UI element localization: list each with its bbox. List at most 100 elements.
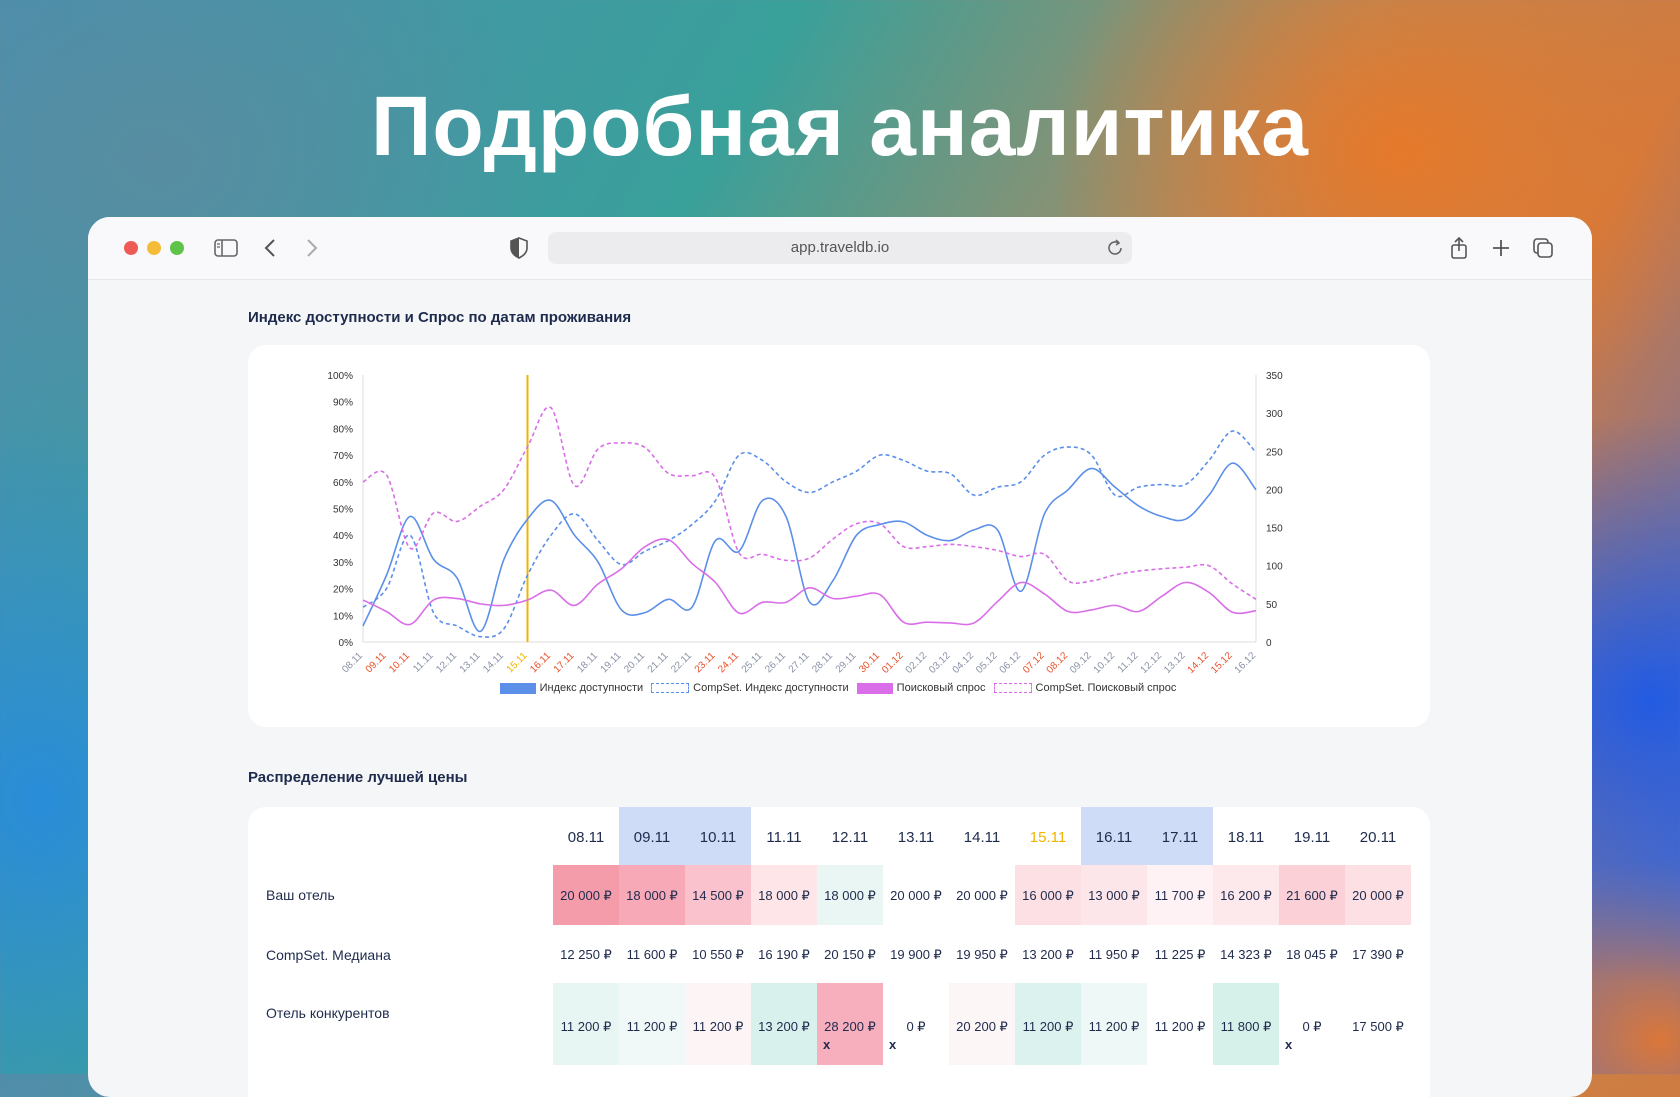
back-icon[interactable] <box>258 235 284 261</box>
price-cell[interactable]: 11 200 ₽ <box>1015 983 1081 1065</box>
unavailable-mark: x <box>889 1037 897 1052</box>
date-column-header[interactable]: 16.11 <box>1081 807 1147 869</box>
legend-swatch <box>856 682 893 694</box>
price-cell[interactable]: 19 900 ₽ <box>883 925 949 985</box>
x-tick-label: 02.12 <box>904 650 930 675</box>
price-cell[interactable]: 13 200 ₽ <box>1015 925 1081 985</box>
x-tick-label: 07.12 <box>1021 650 1047 675</box>
legend-item[interactable]: CompSet. Поисковый спрос <box>993 682 1176 694</box>
price-cell[interactable]: 11 200 ₽ <box>1147 983 1213 1065</box>
date-column-header[interactable]: 08.11 <box>553 807 619 869</box>
price-cell[interactable]: 11 200 ₽ <box>553 983 619 1065</box>
chart-section-title: Индекс доступности и Спрос по датам прож… <box>248 309 632 326</box>
legend-item[interactable]: Поисковый спрос <box>856 682 986 694</box>
price-cell[interactable]: 18 000 ₽ <box>751 865 817 927</box>
price-cell[interactable]: 28 200 ₽ <box>817 983 883 1065</box>
price-cell[interactable]: 11 225 ₽ <box>1147 925 1213 985</box>
price-cell[interactable]: 0 ₽ <box>1279 983 1345 1065</box>
x-tick-label: 11.12 <box>1116 650 1141 675</box>
price-cell[interactable]: 20 000 ₽ <box>1345 865 1411 927</box>
price-cell[interactable]: 12 250 ₽ <box>553 925 619 985</box>
shield-icon[interactable] <box>506 235 532 261</box>
hero-title: Подробная аналитика <box>371 79 1309 173</box>
date-column-header[interactable]: 17.11 <box>1147 807 1213 869</box>
date-column-header[interactable]: 12.11 <box>817 807 883 869</box>
price-cell[interactable]: 11 600 ₽ <box>619 925 685 985</box>
forward-icon[interactable] <box>298 235 324 261</box>
price-cell[interactable]: 11 800 ₽ <box>1213 983 1279 1065</box>
price-cell[interactable]: 16 190 ₽ <box>751 925 817 985</box>
date-column-header[interactable]: 14.11 <box>949 807 1015 869</box>
chart-legend: Индекс доступности CompSet. Индекс доступ… <box>248 682 1428 694</box>
x-tick-label: 10.12 <box>1092 650 1118 675</box>
y-left-tick-label: 0% <box>339 638 354 649</box>
date-column-header[interactable]: 10.11 <box>685 807 751 869</box>
x-tick-label: 29.11 <box>834 650 859 675</box>
y-right-tick-label: 150 <box>1266 524 1283 535</box>
y-left-tick-label: 100% <box>327 371 353 382</box>
price-cell[interactable]: 11 200 ₽ <box>685 983 751 1065</box>
x-tick-label: 28.11 <box>810 650 835 675</box>
x-tick-label: 16.12 <box>1233 650 1259 675</box>
x-tick-label: 19.11 <box>599 650 624 675</box>
share-icon[interactable] <box>1446 235 1472 261</box>
price-cell[interactable]: 11 200 ₽ <box>619 983 685 1065</box>
browser-window: app.traveldb.io Индекс доступности и Спр… <box>88 217 1592 1097</box>
price-cell[interactable]: 13 200 ₽ <box>751 983 817 1065</box>
legend-label: Поисковый спрос <box>896 682 986 694</box>
legend-item[interactable]: CompSet. Индекс доступности <box>651 682 849 694</box>
x-tick-label: 16.11 <box>528 650 553 675</box>
x-tick-label: 23.11 <box>693 650 718 675</box>
date-column-header[interactable]: 15.11 <box>1015 807 1081 869</box>
price-cell[interactable]: 16 200 ₽ <box>1213 865 1279 927</box>
price-cell[interactable]: 11 700 ₽ <box>1147 865 1213 927</box>
x-tick-label: 15.12 <box>1209 650 1235 675</box>
price-table-card: 08.11 09.11 10.11 11.11 12.11 13.11 14.11 15.11… <box>248 807 1430 1097</box>
price-cell[interactable]: 17 390 ₽ <box>1345 925 1411 985</box>
price-cell[interactable]: 20 000 ₽ <box>883 865 949 927</box>
sidebar-icon[interactable] <box>213 235 239 261</box>
price-cell[interactable]: 10 550 ₽ <box>685 925 751 985</box>
price-cell[interactable]: 20 150 ₽ <box>817 925 883 985</box>
price-table: 08.11 09.11 10.11 11.11 12.11 13.11 14.11 15.11… <box>248 807 1430 1097</box>
address-bar[interactable]: app.traveldb.io <box>548 232 1132 264</box>
price-cell[interactable]: 0 ₽ <box>883 983 949 1065</box>
price-cell[interactable]: 13 000 ₽ <box>1081 865 1147 927</box>
unavailable-mark: x <box>1285 1037 1293 1052</box>
price-cell[interactable]: 11 200 ₽ <box>1081 983 1147 1065</box>
price-cell[interactable]: 18 045 ₽ <box>1279 925 1345 985</box>
minimize-window-button[interactable] <box>147 241 161 255</box>
date-column-header[interactable]: 20.11 <box>1345 807 1411 869</box>
date-column-header[interactable]: 18.11 <box>1213 807 1279 869</box>
x-tick-label: 10.11 <box>387 650 412 675</box>
price-cell[interactable]: 18 000 ₽ <box>619 865 685 927</box>
x-tick-label: 11.11 <box>411 650 436 675</box>
price-cell[interactable]: 16 000 ₽ <box>1015 865 1081 927</box>
close-window-button[interactable] <box>124 241 138 255</box>
date-column-header[interactable]: 13.11 <box>883 807 949 869</box>
date-column-header[interactable]: 11.11 <box>751 807 817 869</box>
date-column-header[interactable]: 19.11 <box>1279 807 1345 869</box>
tabs-icon[interactable] <box>1530 235 1556 261</box>
x-tick-label: 22.11 <box>669 650 694 675</box>
date-column-header[interactable]: 09.11 <box>619 807 685 869</box>
legend-label: Индекс доступности <box>539 682 644 694</box>
legend-item[interactable]: Индекс доступности <box>499 682 644 694</box>
price-cell[interactable]: 14 500 ₽ <box>685 865 751 927</box>
new-tab-icon[interactable] <box>1488 235 1514 261</box>
price-cell[interactable]: 20 000 ₽ <box>949 865 1015 927</box>
price-cell[interactable]: 20 000 ₽ <box>553 865 619 927</box>
price-cell[interactable]: 21 600 ₽ <box>1279 865 1345 927</box>
price-cell[interactable]: 11 950 ₽ <box>1081 925 1147 985</box>
zoom-window-button[interactable] <box>170 241 184 255</box>
price-cell[interactable]: 20 200 ₽ <box>949 983 1015 1065</box>
price-cell[interactable]: 18 000 ₽ <box>817 865 883 927</box>
y-right-tick-label: 100 <box>1266 562 1283 573</box>
legend-swatch <box>499 682 536 694</box>
x-tick-label: 09.11 <box>364 650 389 675</box>
price-cell[interactable]: 14 323 ₽ <box>1213 925 1279 985</box>
x-tick-label: 06.12 <box>998 650 1024 675</box>
price-cell[interactable]: 19 950 ₽ <box>949 925 1015 985</box>
price-cell[interactable]: 17 500 ₽ <box>1345 983 1411 1065</box>
reload-icon[interactable] <box>1102 235 1128 261</box>
